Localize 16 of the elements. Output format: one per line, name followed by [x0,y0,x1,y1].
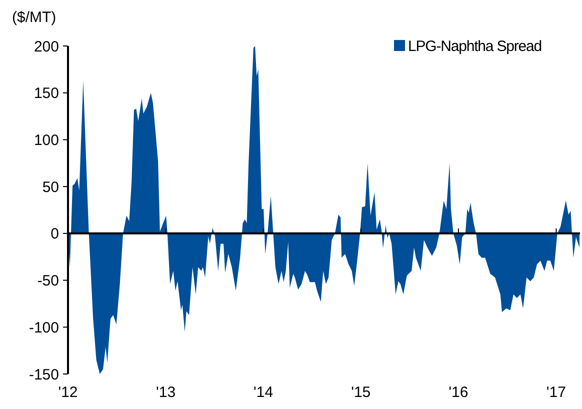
y-tick-label: 150 [34,85,59,102]
y-tick-label: 100 [34,132,59,149]
y-tick-label: -150 [28,366,59,384]
legend-label: LPG-Naphtha Spread [408,38,542,55]
y-tick-label: 0 [50,226,59,243]
y-tick-label: 200 [34,38,59,56]
x-tick-label: '14 [254,384,274,401]
x-tick-label: '17 [546,384,566,401]
y-tick-label: -100 [28,319,59,336]
x-tick-label: '16 [448,384,468,401]
x-tick-label: '15 [351,384,371,401]
x-tick-label: '12 [58,384,78,401]
x-tick-label: '13 [156,384,176,401]
y-tick-label: 50 [42,178,59,196]
y-axis-title: ($/MT) [12,9,56,26]
y-tick-label: -50 [37,272,59,290]
